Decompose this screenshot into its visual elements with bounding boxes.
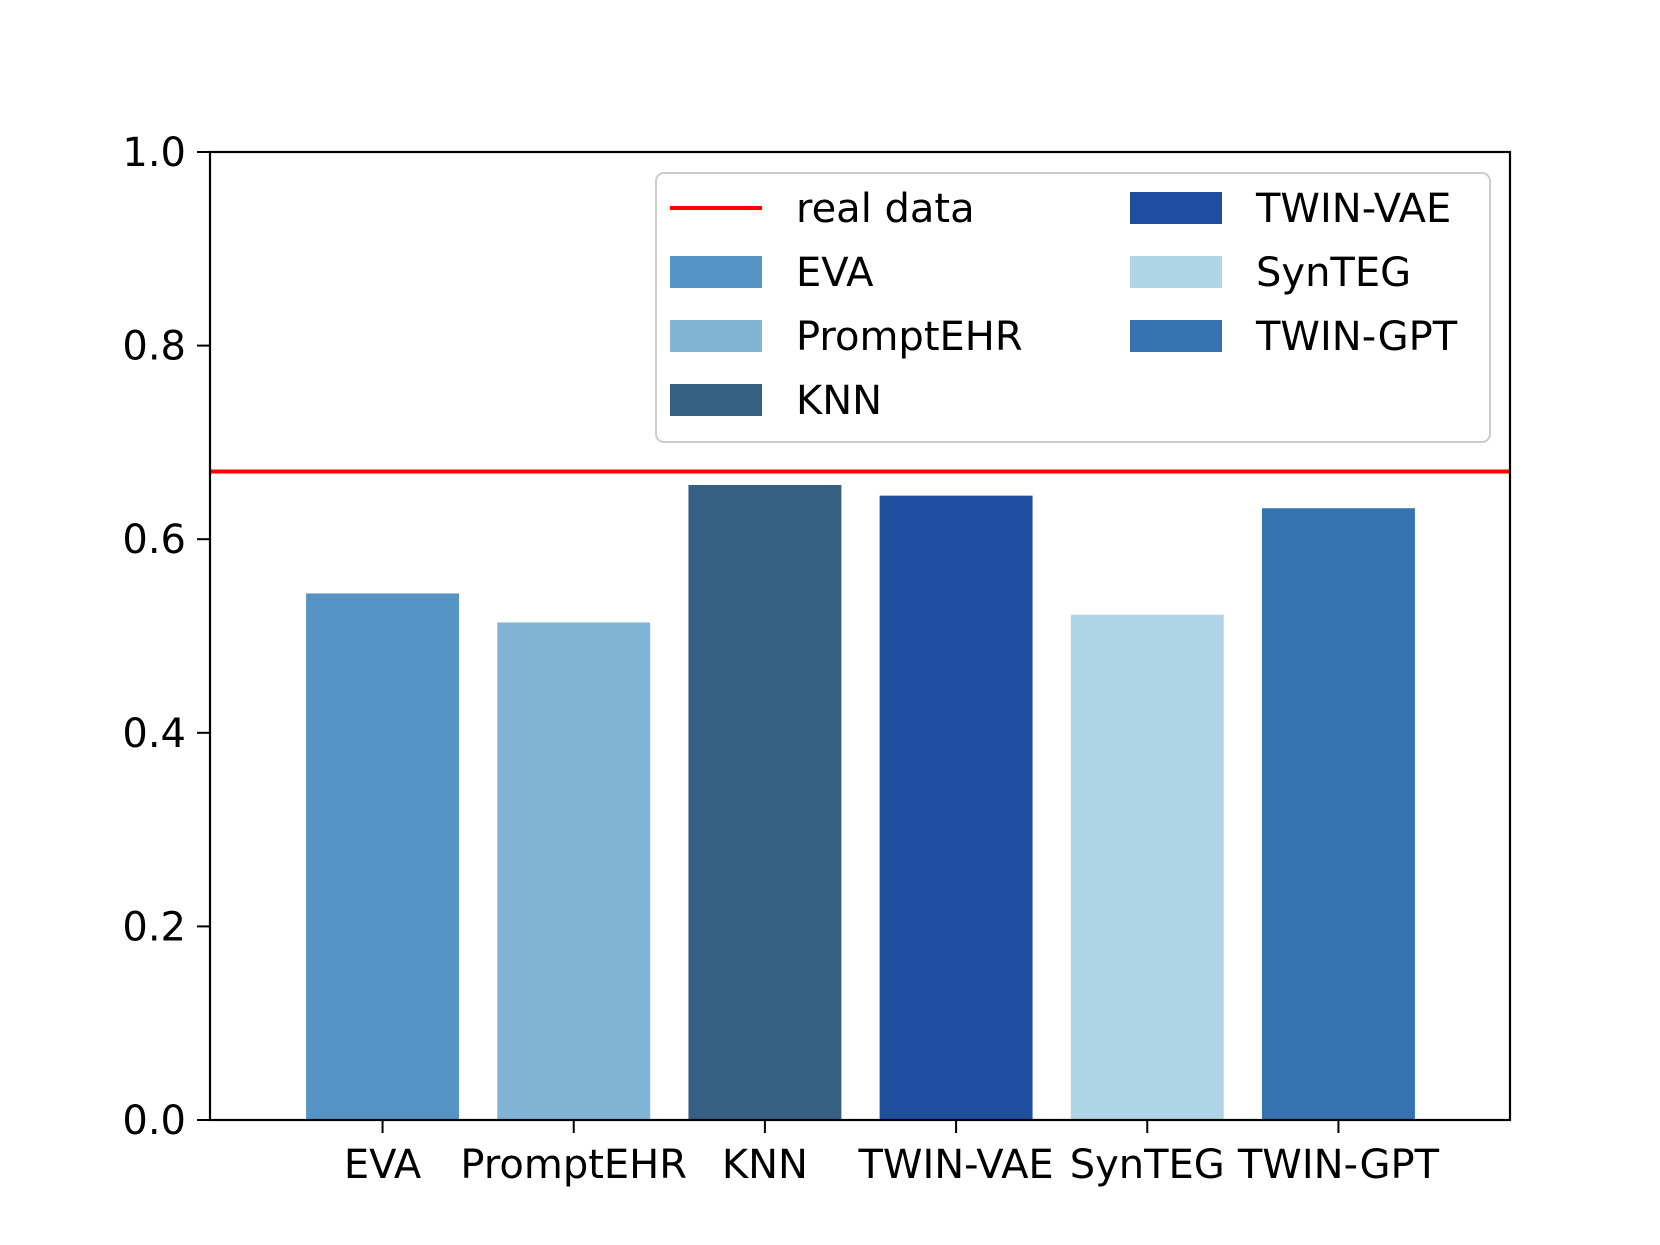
y-tick-label: 1.0	[122, 130, 186, 176]
bar-promptehr	[497, 622, 651, 1120]
y-tick-label: 0.8	[122, 324, 186, 370]
legend-label: real data	[796, 186, 975, 232]
legend-label: PromptEHR	[796, 314, 1023, 360]
legend-swatch-twin-vae	[1130, 192, 1222, 224]
legend-swatch-eva	[670, 256, 762, 288]
legend: real data EVA PromptEHR KNN TWIN-VAE SynTEG TW…	[655, 172, 1491, 443]
legend-swatch-knn	[670, 384, 762, 416]
plot-frame	[208, 150, 1512, 1122]
axes-group: 0.0 0.2 0.4 0.6 0.8 1.0 EVA PromptEHR KNN TWIN-VA…	[122, 130, 1512, 1188]
legend-label: EVA	[796, 250, 874, 296]
legend-label: SynTEG	[1256, 250, 1411, 296]
y-tick-label: 0.0	[122, 1098, 186, 1144]
legend-label: KNN	[796, 378, 882, 424]
bar-eva	[306, 593, 460, 1120]
y-tick-label: 0.6	[122, 517, 186, 563]
x-tick-label: PromptEHR	[460, 1142, 687, 1188]
y-tick-label: 0.4	[122, 711, 186, 757]
legend-swatch-promptehr	[670, 320, 762, 352]
x-tick-label: KNN	[722, 1142, 808, 1188]
legend-box	[655, 172, 1491, 443]
x-tick-label: SynTEG	[1070, 1142, 1225, 1188]
bar-synteg	[1070, 614, 1224, 1120]
legend-swatch-synteg	[1130, 256, 1222, 288]
bar-twin-gpt	[1261, 508, 1415, 1120]
y-tick-label: 0.2	[122, 904, 186, 950]
x-tick-label: TWIN-GPT	[1237, 1142, 1440, 1188]
bars-group	[306, 484, 1415, 1120]
x-tick-label: TWIN-VAE	[857, 1142, 1053, 1188]
legend-label: TWIN-GPT	[1255, 314, 1458, 360]
bar-knn	[688, 484, 842, 1120]
legend-label: TWIN-VAE	[1255, 186, 1451, 232]
legend-swatch-twin-gpt	[1130, 320, 1222, 352]
bar-twin-vae	[879, 495, 1033, 1120]
x-tick-label: EVA	[344, 1142, 422, 1188]
